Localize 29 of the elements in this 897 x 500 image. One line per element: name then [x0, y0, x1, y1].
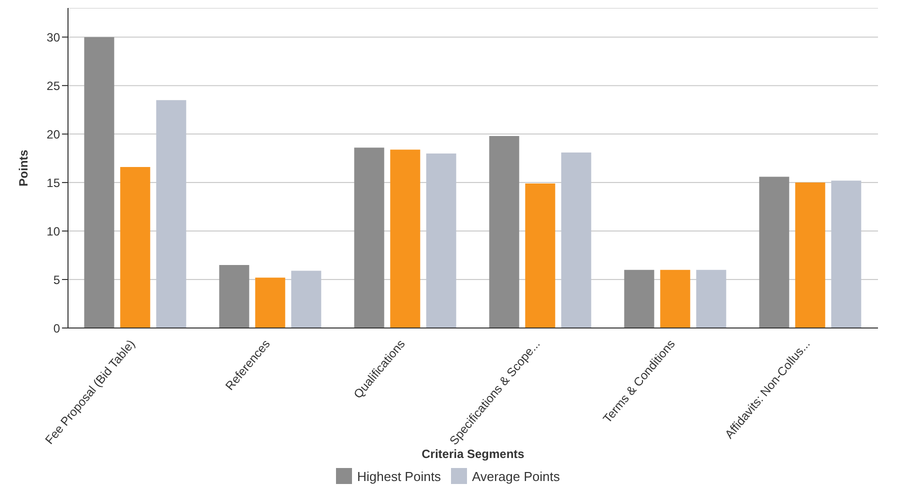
bar: [624, 270, 654, 328]
y-tick-label: 15: [46, 176, 60, 190]
bar: [759, 176, 790, 328]
bar: [831, 180, 862, 328]
x-axis-title: Criteria Segments: [422, 447, 525, 461]
y-axis-title: Points: [16, 149, 30, 186]
bar: [561, 152, 592, 328]
bar: [219, 264, 250, 328]
bar: [354, 148, 384, 328]
y-tick-label: 25: [46, 78, 60, 93]
y-tick-label: 30: [46, 30, 60, 44]
bar: [660, 270, 690, 328]
bar: [84, 37, 114, 328]
bar: [291, 270, 322, 328]
bar: [795, 182, 826, 328]
bar: [426, 153, 456, 328]
bar: [120, 167, 150, 328]
legend-label: Average Points: [470, 468, 560, 484]
y-tick-label: 10: [46, 224, 60, 238]
y-tick-label: 0: [53, 321, 60, 336]
bar: [696, 270, 726, 328]
y-tick-label: 20: [46, 127, 60, 142]
bar: [156, 100, 186, 328]
bar: [255, 278, 286, 328]
legend-label: Highest Points: [356, 468, 441, 484]
y-tick-label: 5: [53, 272, 60, 287]
bar: [390, 150, 420, 328]
bar: [525, 184, 556, 328]
bar: [489, 136, 520, 328]
